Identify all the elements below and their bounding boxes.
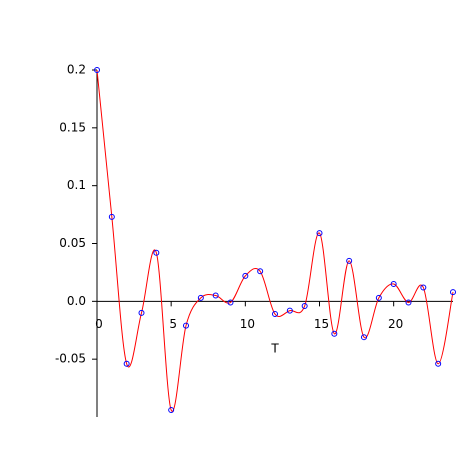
y-tick-label: 0.05 [59,236,86,250]
data-point [168,407,175,414]
data-point [301,302,308,309]
y-tick-label: -0.05 [55,352,86,366]
data-point [405,299,412,306]
data-point [420,284,427,291]
data-point [183,322,189,329]
data-point [242,272,249,279]
data-point [153,249,160,256]
y-tick-label: 0.1 [67,178,86,192]
y-tick-label: 0.15 [59,120,86,134]
data-point [450,289,456,296]
data-point [227,299,234,306]
y-tick-label: 0.2 [67,63,86,77]
x-tick-label: 5 [169,317,177,331]
data-point [375,294,382,301]
series-line [96,69,454,412]
data-point [346,257,353,264]
data-point [435,360,442,367]
data-point [123,360,130,367]
data-point [390,280,397,287]
data-point [197,294,204,301]
data-point [361,334,367,341]
x-tick-label: 20 [388,317,403,331]
x-tick-label: 15 [314,317,329,331]
data-point [257,268,264,275]
data-point [94,67,100,73]
data-point [138,309,145,316]
x-tick-label: 0 [95,317,103,331]
data-point [212,292,219,299]
data-point [272,311,278,318]
x-axis-label: T [270,342,279,356]
y-tick-label: 0.0 [67,294,86,308]
data-point [331,330,338,337]
x-tick-label: 10 [240,317,255,331]
data-point [108,213,115,220]
data-point [316,230,323,237]
data-point [286,307,293,314]
